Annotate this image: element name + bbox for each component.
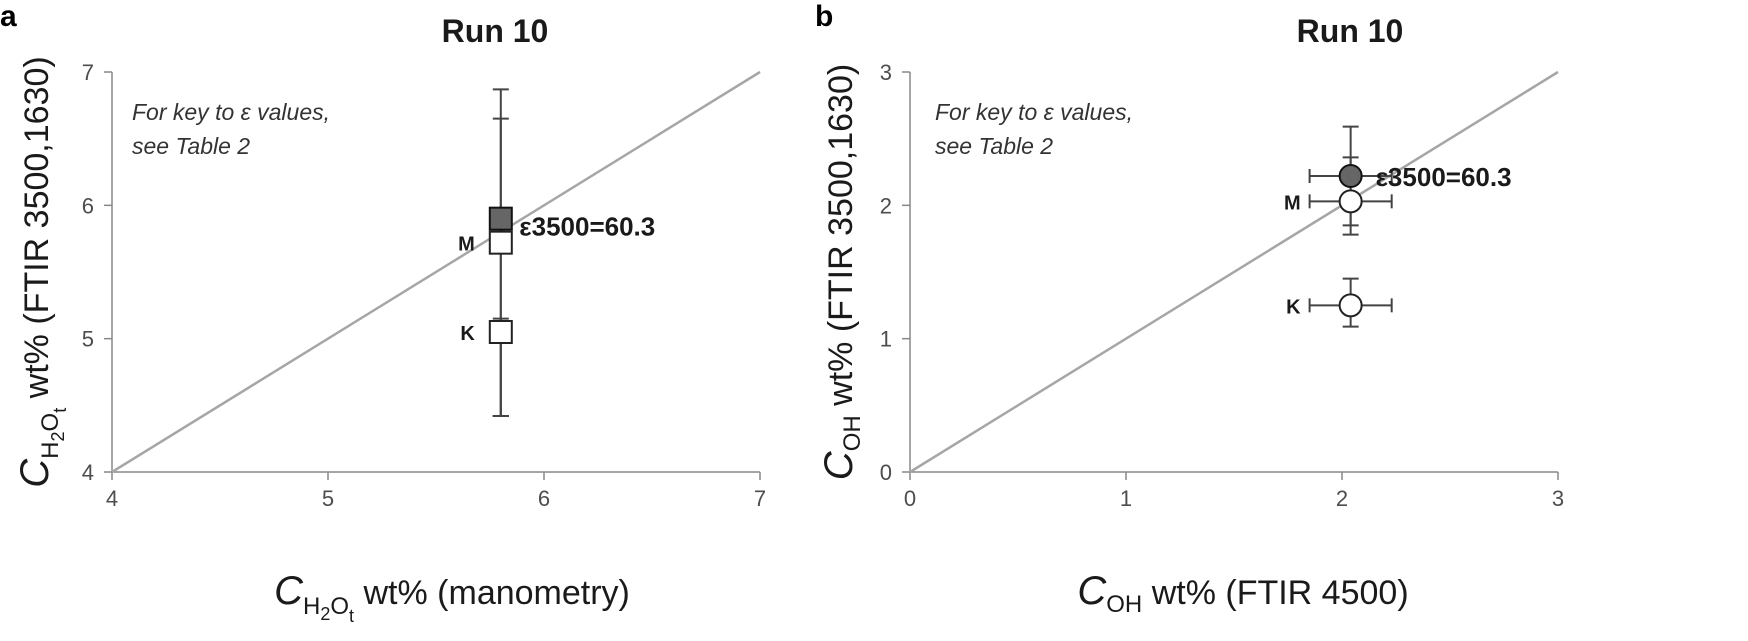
data-point-circle bbox=[1338, 189, 1363, 214]
chart-panel-b: b Run 10 0 1 2 3 0 1 2 3 For key to ε values, see T… bbox=[815, 0, 1564, 618]
y-axis-label: CH2Ot wt% (FTIR 3500,1630) bbox=[13, 56, 70, 487]
x-tick-label: 7 bbox=[754, 486, 766, 511]
epsilon-annotation: ε3500=60.3 bbox=[519, 211, 655, 241]
point-label: K bbox=[1286, 296, 1301, 318]
reference-line-1to1 bbox=[909, 70, 1559, 474]
point-label: M bbox=[1284, 192, 1301, 214]
y-tick-label: 5 bbox=[82, 327, 94, 352]
x-tick-label: 5 bbox=[322, 486, 334, 511]
y-tick-label: 0 bbox=[880, 460, 892, 485]
reference-line-1to1 bbox=[111, 70, 761, 474]
data-point-circle bbox=[1338, 293, 1363, 318]
y-tick-label: 6 bbox=[82, 193, 94, 218]
y-tick-label: 3 bbox=[880, 60, 892, 85]
x-tick-label: 6 bbox=[538, 486, 550, 511]
epsilon-annotation: ε3500=60.3 bbox=[1376, 162, 1512, 192]
x-axis-label: CH2Ot wt% (manometry) bbox=[274, 569, 630, 626]
x-tick-label: 0 bbox=[904, 486, 916, 511]
y-tick-label: 7 bbox=[82, 60, 94, 85]
data-point-square bbox=[488, 206, 513, 231]
key-note: see Table 2 bbox=[935, 133, 1053, 159]
key-note: see Table 2 bbox=[132, 133, 250, 159]
panel-letter: b bbox=[815, 0, 833, 33]
data-point-circle bbox=[1338, 164, 1363, 188]
x-tick-label: 1 bbox=[1120, 486, 1132, 511]
chart-panel-a: a Run 10 4 5 6 7 4 5 6 7 For key to ε values, see T… bbox=[0, 0, 766, 626]
data-point-square bbox=[488, 230, 513, 255]
x-tick-label: 4 bbox=[106, 486, 118, 511]
x-axis-label: COH wt% (FTIR 4500) bbox=[1077, 569, 1408, 618]
panel-letter: a bbox=[0, 0, 17, 33]
point-label: K bbox=[460, 323, 475, 345]
y-tick-label: 4 bbox=[82, 460, 94, 485]
data-point-square bbox=[488, 320, 513, 344]
x-tick-label: 2 bbox=[1336, 486, 1348, 511]
chart-title: Run 10 bbox=[1297, 13, 1404, 49]
y-tick-label: 1 bbox=[880, 327, 892, 352]
key-note: For key to ε values, bbox=[132, 99, 330, 125]
y-tick-label: 2 bbox=[880, 193, 892, 218]
x-tick-label: 3 bbox=[1552, 486, 1564, 511]
y-axis-label: COH wt% (FTIR 3500,1630) bbox=[817, 64, 866, 480]
key-note: For key to ε values, bbox=[935, 99, 1133, 125]
chart-title: Run 10 bbox=[442, 13, 549, 49]
point-label: M bbox=[458, 234, 475, 256]
